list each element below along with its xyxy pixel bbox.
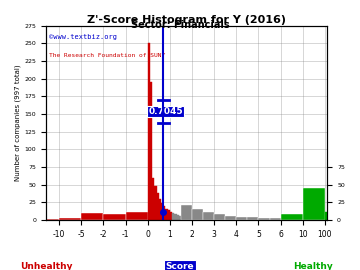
Bar [303,188,325,220]
Bar [81,213,103,220]
Text: 0.7045: 0.7045 [148,107,183,116]
Bar [214,214,225,220]
Bar [161,203,163,220]
Bar [150,82,152,220]
Bar [237,217,247,220]
Bar [247,217,258,220]
Bar [166,209,168,220]
Bar [163,206,166,220]
Bar [179,216,181,220]
Bar [258,218,270,220]
Bar [103,214,126,220]
Bar [270,218,281,220]
Bar [157,193,159,220]
Text: ©www.textbiz.org: ©www.textbiz.org [49,33,117,39]
Bar [325,212,327,220]
Bar [170,212,172,220]
Text: The Research Foundation of SUNY: The Research Foundation of SUNY [49,53,165,58]
Bar [126,212,148,220]
Title: Z'-Score Histogram for Y (2016): Z'-Score Histogram for Y (2016) [87,15,286,25]
Bar [203,212,214,220]
Bar [281,214,303,220]
Bar [176,215,179,220]
Y-axis label: Number of companies (997 total): Number of companies (997 total) [15,65,22,181]
Bar [152,178,154,220]
Text: Sector: Financials: Sector: Financials [131,20,229,30]
Bar [148,43,150,220]
Bar [168,210,170,220]
Bar [174,214,176,220]
Text: Score: Score [166,262,194,270]
Bar [192,210,203,220]
Bar [225,216,237,220]
Bar [159,199,161,220]
Text: Healthy: Healthy [293,262,333,270]
Bar [154,186,157,220]
Bar [181,205,192,220]
Bar [59,218,81,220]
Bar [46,219,59,220]
Text: Unhealthy: Unhealthy [21,262,73,270]
Bar [172,213,174,220]
